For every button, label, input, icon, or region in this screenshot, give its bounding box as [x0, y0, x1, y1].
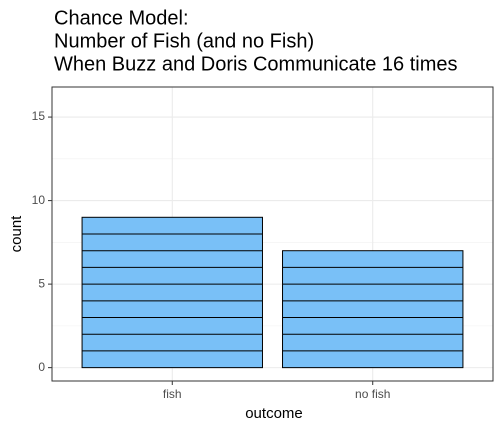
- panel-border: [51, 86, 494, 382]
- y-tick-label: 0: [38, 360, 45, 374]
- y-tick-label: 15: [32, 109, 46, 123]
- chart-title: Chance Model:: [54, 7, 189, 29]
- bar: [81, 216, 263, 369]
- y-axis-label: count: [8, 215, 25, 253]
- chart-title: Number of Fish (and no Fish): [54, 30, 314, 52]
- bar: [282, 250, 464, 369]
- x-axis-label: outcome: [245, 405, 303, 422]
- x-tick-label: no fish: [355, 387, 390, 401]
- y-tick-label: 10: [32, 193, 46, 207]
- y-tick-label: 5: [38, 276, 45, 290]
- chart-title: When Buzz and Doris Communicate 16 times: [54, 53, 458, 75]
- x-tick-label: fish: [163, 387, 182, 401]
